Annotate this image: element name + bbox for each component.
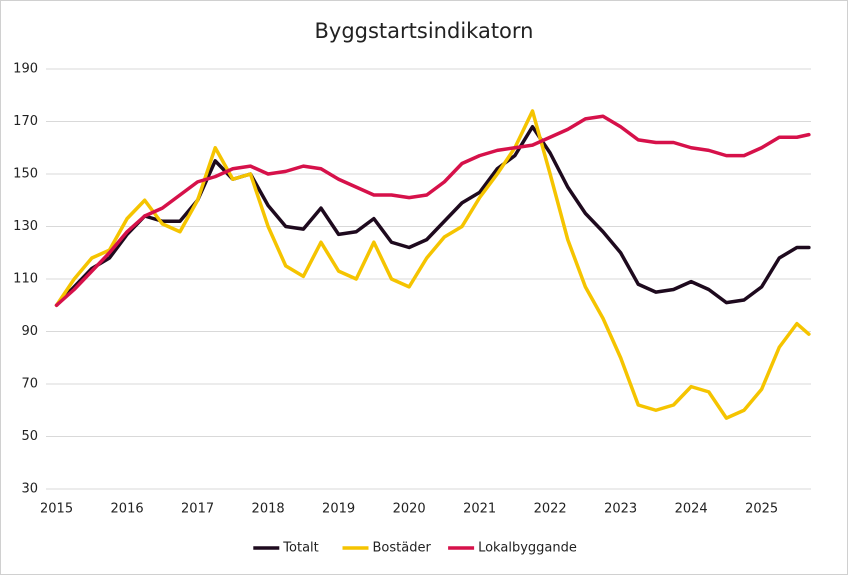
legend-label: Lokalbyggande	[478, 541, 577, 556]
series-line	[54, 114, 811, 307]
x-tick-label: 2018	[252, 502, 285, 517]
x-tick-label: 2015	[40, 502, 73, 517]
x-tick-label: 2023	[604, 502, 637, 517]
x-tick-label: 2020	[393, 502, 426, 517]
y-tick-label: 70	[21, 377, 38, 392]
x-tick-label: 2025	[745, 502, 778, 517]
series-line	[54, 109, 811, 420]
x-tick-label: 2021	[463, 502, 496, 517]
x-tick-label: 2024	[675, 502, 708, 517]
x-tick-label: 2016	[111, 502, 144, 517]
x-tick-label: 2017	[181, 502, 214, 517]
chart-title: Byggstartsindikatorn	[315, 19, 534, 43]
x-tick-label: 2022	[534, 502, 567, 517]
y-tick-label: 190	[13, 62, 38, 77]
y-tick-label: 130	[13, 219, 38, 234]
y-tick-label: 170	[13, 114, 38, 129]
y-tick-label: 110	[13, 272, 38, 287]
y-tick-label: 150	[13, 167, 38, 182]
legend-label: Bostäder	[373, 541, 432, 556]
y-tick-label: 30	[21, 482, 38, 497]
legend-label: Totalt	[282, 541, 318, 556]
x-tick-label: 2019	[322, 502, 355, 517]
y-tick-label: 50	[21, 429, 38, 444]
y-tick-label: 90	[21, 324, 38, 339]
series-line	[54, 125, 811, 307]
